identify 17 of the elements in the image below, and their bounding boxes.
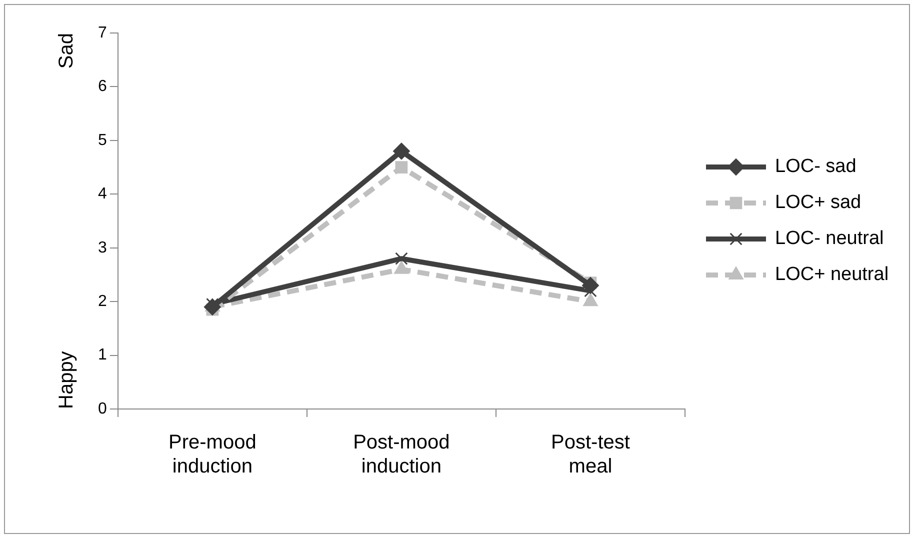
legend-label: LOC- neutral (775, 228, 884, 250)
y-tick-label: 4 (98, 186, 107, 203)
x-tick-label: Pre-mood induction (168, 432, 256, 478)
y-tick-label: 2 (98, 292, 107, 310)
x-tick-label: Post-mood induction (353, 432, 450, 478)
text: Sad (56, 33, 78, 69)
legend-label: LOC- sad (775, 156, 856, 178)
x-tick-label: Post-test meal (551, 432, 630, 478)
y-tick-label: 0 (98, 400, 107, 418)
y-tick-label: 5 (98, 132, 107, 149)
text: Happy (56, 351, 78, 409)
legend-label: LOC+ sad (775, 192, 862, 214)
y-tick-label: 6 (98, 78, 107, 96)
y-tick-label: 1 (98, 346, 107, 364)
y-tick-label: 3 (98, 239, 107, 256)
y-tick-label: 7 (98, 24, 107, 42)
legend-label: LOC+ neutral (775, 264, 889, 286)
